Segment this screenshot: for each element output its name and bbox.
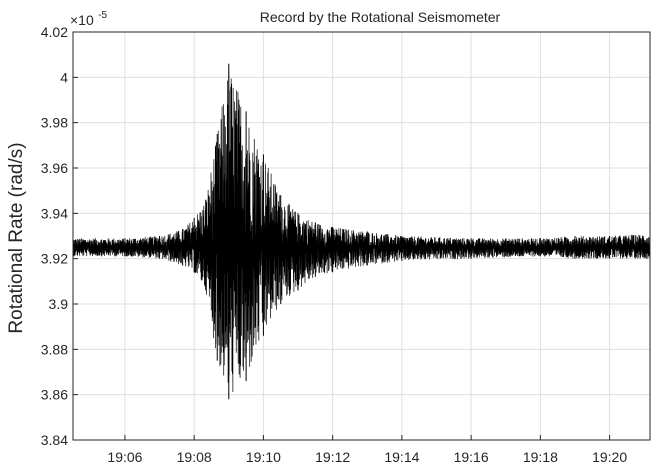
y-axis-label: Rotational Rate (rad/s): [6, 142, 27, 333]
tick-layer: [73, 31, 611, 441]
x-tick-label: 19:08: [177, 449, 212, 465]
x-tick-label: 19:20: [592, 449, 627, 465]
x-tick-label: 19:14: [384, 449, 419, 465]
y-tick-label: 3.86: [41, 387, 68, 403]
x-tick-label: 19:12: [315, 449, 350, 465]
seismic-trace-line: [72, 70, 651, 392]
y-tick-label: 3.84: [41, 432, 68, 448]
y-axis-multiplier: ×10 -5: [70, 10, 108, 29]
y-multiplier-exponent: -5: [98, 10, 107, 21]
y-tick-label: 3.94: [41, 205, 68, 221]
y-tick-label: 3.9: [49, 296, 69, 312]
y-tick-label: 3.88: [41, 341, 68, 357]
plot-area-frame: [72, 31, 651, 441]
y-tick-label: 3.98: [41, 115, 68, 131]
x-tick-label: 19:18: [523, 449, 558, 465]
x-tick-label: 19:06: [107, 449, 142, 465]
chart-title: Record by the Rotational Seismometer: [260, 9, 501, 25]
label-layer: 19:06 19:08 19:10 19:12 19:14 19:16 19:18 19:20…: [41, 24, 628, 465]
y-tick-label: 3.92: [41, 251, 68, 267]
y-tick-label: 4: [60, 69, 68, 85]
y-multiplier-base: ×10: [70, 12, 94, 28]
x-tick-label: 19:10: [246, 449, 281, 465]
y-tick-label: 4.02: [41, 24, 68, 40]
x-tick-label: 19:16: [454, 449, 489, 465]
y-tick-label: 3.96: [41, 160, 68, 176]
